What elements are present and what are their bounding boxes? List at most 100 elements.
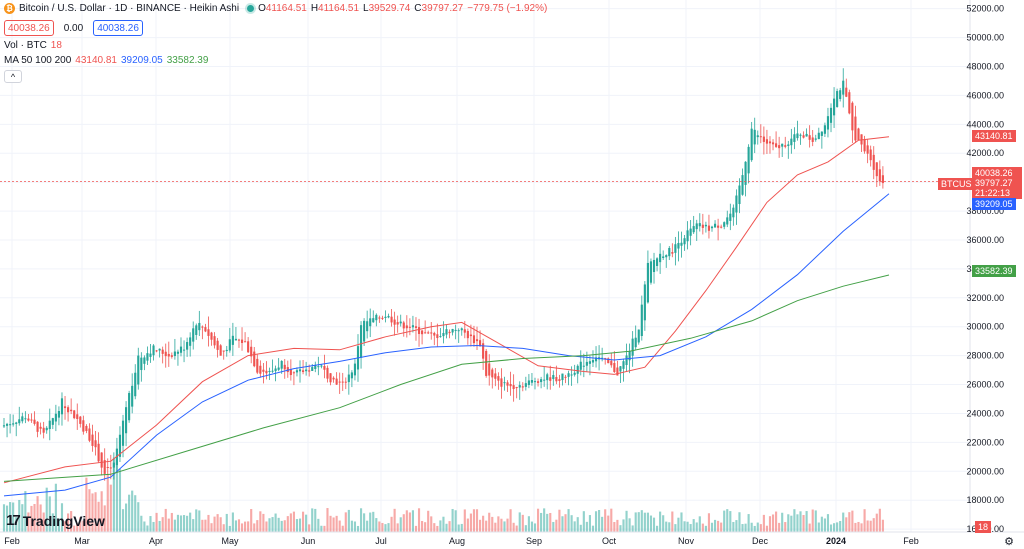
symbol-title[interactable]: Bitcoin / U.S. Dollar · 1D · BINANCE · H… <box>19 3 240 14</box>
candle-body <box>204 327 207 332</box>
candle-body <box>735 195 738 213</box>
candle-body <box>768 141 772 144</box>
volume-bar <box>57 518 60 532</box>
volume-bar <box>94 492 97 532</box>
volume-bar <box>500 518 503 532</box>
candle-body <box>234 338 237 341</box>
volume-bar <box>689 524 692 532</box>
candle-body <box>112 462 115 468</box>
candle-body <box>723 222 726 227</box>
candle-body <box>707 225 711 231</box>
volume-bar <box>799 511 802 532</box>
volume-bar <box>427 510 430 532</box>
settings-gear-icon[interactable]: ⚙ <box>1004 536 1014 548</box>
volume-bar <box>36 496 39 532</box>
volume-bar <box>707 513 711 532</box>
collapse-legend-button[interactable]: ^ <box>4 70 22 83</box>
market-open-icon <box>247 5 255 12</box>
candle-body <box>253 351 256 367</box>
last-price-value: 40038.26 <box>975 168 1013 178</box>
candle-body <box>45 427 48 431</box>
candle-body <box>274 368 277 372</box>
volume-bar <box>649 515 653 532</box>
candle-body <box>555 377 558 382</box>
tradingview-logo-text: TradingView <box>22 512 105 529</box>
candle-body <box>631 338 634 356</box>
candle-body <box>848 92 851 114</box>
candle-body <box>308 370 311 372</box>
candle-body <box>698 223 701 227</box>
volume-bar <box>454 510 457 532</box>
candle-body <box>268 370 271 373</box>
volume-bar <box>344 512 347 532</box>
candle-body <box>393 319 396 325</box>
candle-body <box>750 128 753 161</box>
candle-body <box>732 207 735 218</box>
volume-bar <box>521 514 524 532</box>
candle-body <box>384 316 387 318</box>
candle-body <box>100 452 103 468</box>
volume-bar <box>677 517 680 532</box>
candle-body <box>704 224 707 227</box>
volume-bar <box>518 512 521 532</box>
volume-bar <box>469 513 472 532</box>
candle-body <box>549 377 552 381</box>
candle-body <box>244 341 247 343</box>
candle-body <box>744 161 747 185</box>
volume-bar <box>625 510 628 532</box>
spread-value: 0.00 <box>63 22 84 34</box>
volume-bar <box>256 520 259 532</box>
volume-label: Vol · BTC <box>4 40 47 51</box>
volume-bar <box>42 512 45 532</box>
candle-body <box>311 367 314 371</box>
volume-bar <box>869 520 872 532</box>
ma-legend[interactable]: MA 50 100 200 43140.81 39209.05 33582.39 <box>4 55 212 66</box>
candle-body <box>164 351 167 357</box>
candle-body <box>784 145 787 147</box>
candle-body <box>421 330 424 335</box>
candle-body <box>338 381 341 383</box>
candle-body <box>814 138 817 140</box>
candle-body <box>228 339 231 351</box>
candle-body <box>161 349 164 354</box>
volume-bar <box>332 517 335 532</box>
time-tick-label: Nov <box>678 536 695 546</box>
candle-body <box>759 136 762 138</box>
volume-bar <box>378 521 381 532</box>
volume-bar <box>634 512 637 532</box>
volume-bar <box>823 518 826 532</box>
candle-body <box>131 385 134 407</box>
volume-bar <box>381 522 384 532</box>
tradingview-logo[interactable]: 17 TradingView <box>6 512 105 529</box>
candle-body <box>216 340 219 350</box>
volume-bar <box>558 509 561 532</box>
candle-body <box>747 146 750 174</box>
volume-bar <box>33 503 36 532</box>
candle-body <box>710 226 714 229</box>
candle-body <box>482 343 485 359</box>
price-tick-label: 20000.00 <box>966 466 1004 476</box>
candle-body <box>347 374 350 383</box>
candle-body <box>503 382 506 384</box>
volume-bar <box>417 508 421 532</box>
buy-price-button[interactable]: 40038.26 <box>93 20 143 36</box>
volume-legend[interactable]: Vol · BTC 18 <box>4 40 66 51</box>
candle-body <box>665 255 668 258</box>
candle-body <box>829 107 833 123</box>
volume-bar <box>836 522 839 532</box>
candle-body <box>662 256 665 258</box>
volume-bar <box>118 468 122 532</box>
volume-bar <box>201 519 204 532</box>
symbol-legend[interactable]: ₿ Bitcoin / U.S. Dollar · 1D · BINANCE ·… <box>4 3 551 14</box>
candle-body <box>845 87 848 97</box>
volume-bar <box>540 512 543 532</box>
volume-bar <box>265 521 268 532</box>
candle-body <box>491 369 494 378</box>
sell-price-button[interactable]: 40038.26 <box>4 20 54 36</box>
volume-bar <box>100 491 103 532</box>
candle-body <box>875 162 878 177</box>
candle-body <box>192 328 195 342</box>
candle-body <box>610 360 613 366</box>
candle-body <box>408 326 411 328</box>
